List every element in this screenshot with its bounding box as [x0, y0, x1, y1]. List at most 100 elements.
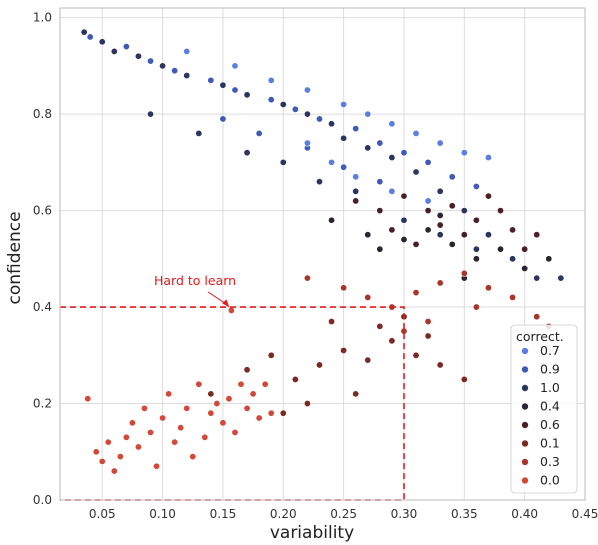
data-point — [147, 110, 155, 118]
legend-marker — [521, 347, 529, 355]
data-point — [400, 192, 408, 200]
data-point — [340, 100, 348, 108]
data-point — [424, 197, 432, 205]
data-point — [328, 216, 336, 224]
data-point — [201, 433, 209, 441]
data-point — [484, 231, 492, 239]
data-point — [400, 236, 408, 244]
data-point — [352, 125, 360, 133]
x-axis-label: variability — [270, 523, 354, 543]
data-point — [460, 231, 468, 239]
data-point — [140, 404, 148, 412]
data-point — [219, 419, 227, 427]
data-point — [460, 149, 468, 157]
y-axis-ticks: 0.0 0.2 0.4 0.6 0.8 1.0 — [33, 11, 52, 507]
data-point — [460, 207, 468, 215]
x-tick-label: 0.05 — [89, 507, 116, 521]
y-tick-label: 0.2 — [33, 397, 52, 411]
x-tick-label: 0.15 — [210, 507, 237, 521]
data-point — [436, 187, 444, 195]
data-point — [364, 144, 372, 152]
data-point — [340, 134, 348, 142]
data-point — [328, 120, 336, 128]
data-point — [484, 192, 492, 200]
data-point — [388, 120, 396, 128]
data-point — [195, 380, 203, 388]
data-point — [364, 231, 372, 239]
data-point — [315, 178, 323, 186]
data-point — [472, 303, 480, 311]
data-point — [448, 202, 456, 210]
data-point — [219, 81, 227, 89]
data-point — [352, 173, 360, 181]
x-tick-label: 0.20 — [270, 507, 297, 521]
data-point — [424, 226, 432, 234]
data-point — [533, 231, 541, 239]
data-point — [213, 400, 221, 408]
legend-marker — [521, 476, 529, 485]
data-point — [472, 255, 480, 263]
data-point — [352, 197, 360, 205]
data-point — [159, 62, 167, 70]
legend-title: correct. — [516, 329, 564, 344]
data-point — [110, 47, 118, 55]
data-point — [171, 67, 179, 75]
data-point — [279, 100, 287, 108]
data-point — [328, 158, 336, 166]
data-point — [303, 110, 311, 118]
legend-label: 0.6 — [540, 417, 560, 432]
data-point — [424, 158, 432, 166]
legend-marker — [521, 439, 529, 448]
data-point — [279, 409, 287, 417]
data-point — [436, 211, 444, 219]
x-tick-label: 0.30 — [391, 507, 418, 521]
legend-label: 0.7 — [540, 343, 560, 358]
data-point — [171, 438, 179, 446]
data-point — [267, 351, 275, 359]
data-point — [364, 356, 372, 364]
data-point — [388, 337, 396, 345]
data-point — [291, 105, 299, 113]
data-point — [328, 318, 336, 326]
legend-label: 0.0 — [540, 473, 560, 488]
data-point — [231, 428, 239, 436]
data-point — [340, 163, 348, 171]
data-point — [237, 380, 245, 388]
data-point — [460, 269, 468, 277]
data-point — [134, 52, 142, 60]
data-point — [80, 28, 88, 36]
legend-marker — [521, 458, 529, 466]
y-tick-label: 1.0 — [33, 11, 52, 25]
data-point — [303, 139, 311, 147]
data-point — [412, 240, 420, 248]
data-point — [153, 462, 161, 470]
data-point — [225, 395, 233, 403]
data-point — [267, 96, 275, 104]
legend-label: 1.0 — [540, 380, 560, 395]
data-point — [122, 43, 130, 51]
data-point — [521, 245, 529, 253]
data-point — [243, 149, 251, 157]
data-point — [122, 433, 130, 441]
data-point — [291, 375, 299, 383]
legend-marker — [521, 402, 529, 411]
annotation-arrowhead — [222, 299, 230, 308]
data-point — [255, 414, 263, 422]
legend-label: 0.1 — [540, 436, 560, 451]
data-point — [340, 346, 348, 354]
data-point — [376, 207, 384, 215]
x-tick-label: 0.10 — [149, 507, 176, 521]
data-point — [448, 240, 456, 248]
annotation-text: Hard to learn — [154, 273, 236, 288]
y-axis-label: confidence — [5, 211, 25, 304]
data-point — [376, 245, 384, 253]
data-point — [412, 289, 420, 297]
data-point — [545, 255, 553, 263]
data-point — [412, 168, 420, 176]
data-point — [183, 404, 191, 412]
legend-label: 0.3 — [540, 454, 560, 469]
annotation: Hard to learn — [154, 273, 236, 308]
data-point — [509, 226, 517, 234]
data-point — [352, 187, 360, 195]
data-point — [207, 390, 215, 398]
